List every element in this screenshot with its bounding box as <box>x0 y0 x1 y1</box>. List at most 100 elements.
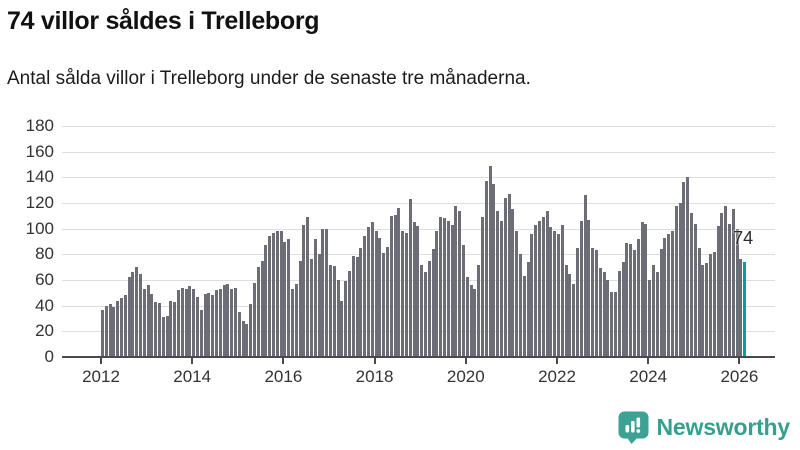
y-tick-label: 100 <box>25 218 54 238</box>
bar <box>351 255 355 357</box>
bar <box>595 250 598 357</box>
bar <box>648 280 652 357</box>
x-axis-line <box>62 356 775 358</box>
bar <box>690 213 693 357</box>
bar <box>484 181 488 357</box>
bar <box>633 250 636 357</box>
bar <box>560 224 564 357</box>
bar <box>374 231 378 357</box>
bar <box>454 205 458 357</box>
bar <box>674 205 678 357</box>
bar <box>534 224 538 357</box>
bar <box>709 254 712 357</box>
gridline <box>62 203 775 204</box>
bar <box>249 304 253 357</box>
bar <box>663 237 667 357</box>
bar <box>549 227 553 357</box>
bar <box>469 285 473 357</box>
bar <box>370 222 374 357</box>
bar <box>389 215 393 357</box>
bar <box>154 301 158 357</box>
brand-name: Newsworthy <box>656 413 791 440</box>
y-tick-label: 80 <box>35 244 54 264</box>
bar <box>515 231 519 357</box>
brand-footer: Newsworthy <box>617 410 790 444</box>
bar <box>302 224 306 357</box>
bar <box>161 317 165 357</box>
x-tick <box>738 358 741 364</box>
x-tick <box>647 358 650 364</box>
bar <box>553 231 557 357</box>
x-tick-label: 2026 <box>720 367 759 386</box>
bar <box>625 242 629 357</box>
y-tick-label: 180 <box>25 116 54 135</box>
bar <box>610 291 614 357</box>
bar <box>207 292 211 357</box>
x-tick-label: 2012 <box>82 367 120 386</box>
gridline <box>62 151 775 153</box>
x-tick <box>100 358 102 364</box>
bar <box>234 287 237 357</box>
bar <box>215 290 218 357</box>
y-tick-label: 60 <box>35 270 54 289</box>
bar <box>564 264 568 357</box>
bar <box>226 283 230 357</box>
x-tick-label: 2020 <box>446 367 485 386</box>
bar <box>629 244 633 357</box>
bar <box>359 247 363 357</box>
bar <box>507 194 511 357</box>
bar <box>101 309 104 357</box>
bar <box>253 282 256 357</box>
bar <box>541 217 545 357</box>
bar <box>488 165 492 357</box>
bar <box>192 288 196 357</box>
x-tick-label: 2024 <box>629 367 668 386</box>
bar <box>731 209 735 357</box>
bar <box>568 273 572 357</box>
page-title: 74 villor såldes i Trelleborg <box>7 7 320 35</box>
x-tick <box>282 358 285 364</box>
y-tick-label: 0 <box>44 347 54 366</box>
bar <box>268 236 272 357</box>
bar <box>256 267 260 357</box>
x-tick-label: 2018 <box>355 367 394 386</box>
x-tick-label: 2022 <box>538 367 576 386</box>
bar <box>313 238 317 357</box>
bar <box>435 231 439 357</box>
bar <box>602 272 606 357</box>
bar <box>557 233 560 357</box>
plot-area <box>62 126 775 357</box>
bar <box>697 247 701 357</box>
bar <box>108 304 112 357</box>
bar <box>473 288 477 357</box>
bar <box>203 294 207 357</box>
bar <box>294 283 298 357</box>
bar <box>127 277 131 357</box>
bar <box>237 312 241 357</box>
bar <box>245 323 249 357</box>
bar <box>397 208 401 357</box>
bar <box>671 231 674 357</box>
bar <box>393 214 397 357</box>
newsworthy-logo-icon <box>618 411 649 444</box>
bar <box>120 297 123 357</box>
y-tick-label: 160 <box>25 141 54 161</box>
bar <box>446 220 450 357</box>
bar <box>283 241 287 357</box>
bar <box>363 236 367 357</box>
bar <box>659 249 663 357</box>
bar <box>519 254 522 357</box>
bar <box>716 226 720 357</box>
bar <box>655 272 659 357</box>
bar <box>230 288 234 357</box>
bar <box>177 290 180 357</box>
bar <box>712 251 716 357</box>
bar <box>188 286 192 357</box>
gridline <box>62 177 775 179</box>
y-tick-label: 120 <box>25 193 54 212</box>
bar <box>511 209 515 357</box>
bar <box>165 315 169 357</box>
bar <box>462 245 465 357</box>
bar <box>408 199 412 357</box>
